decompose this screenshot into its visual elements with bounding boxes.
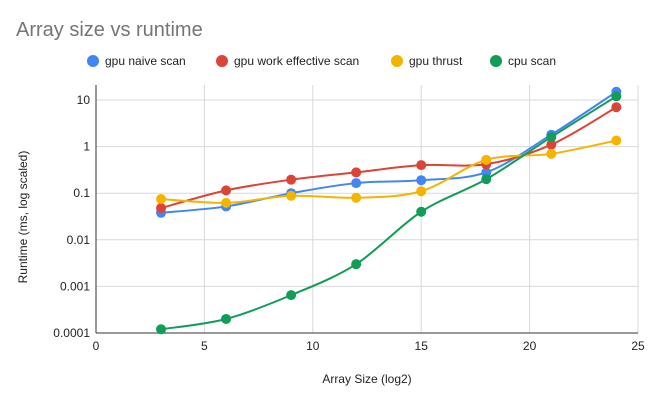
data-point-cpu-scan [156,324,167,335]
legend-marker [490,55,502,67]
data-point-gpu-thrust [286,190,297,201]
legend-label: gpu thrust [409,54,463,68]
legend-item-gpu-thrust: gpu thrust [391,54,463,68]
data-point-cpu-scan [481,174,492,185]
x-tick-label: 20 [523,339,537,353]
legend-marker [391,55,403,67]
legend-item-gpu-work-effective-scan: gpu work effective scan [216,54,359,68]
data-point-gpu-thrust [351,192,362,203]
legend-marker [216,55,228,67]
x-tick-label: 0 [93,339,100,353]
series-lines [156,86,622,335]
x-tick-label: 5 [201,339,208,353]
y-tick-label: 0.01 [67,233,91,247]
series-line-gpu-work-effective-scan [160,106,617,210]
chart-title: Array size vs runtime [16,19,203,41]
legend-label: gpu naive scan [105,54,186,68]
data-point-gpu-thrust [481,154,492,165]
x-tick-label: 25 [631,339,645,353]
data-point-gpu-work-effective-scan [156,203,167,214]
legend: gpu naive scan gpu work effective scan gpu… [87,54,556,68]
series-gpu-work-effective-scan [156,102,622,214]
data-point-gpu-work-effective-scan [611,102,622,113]
data-point-gpu-thrust [611,135,622,146]
legend-marker [87,55,99,67]
data-point-cpu-scan [611,91,622,102]
series-gpu-thrust [156,135,622,208]
data-point-gpu-naive-scan [351,178,362,189]
data-point-gpu-thrust [156,194,167,205]
axes: 0 5 10 15 20 25 0.0001 0.001 0.01 0.1 1 10 [53,85,645,353]
data-point-gpu-naive-scan [416,175,427,186]
data-point-cpu-scan [221,313,232,324]
data-point-cpu-scan [546,132,557,143]
data-point-cpu-scan [416,206,427,217]
legend-item-cpu-scan: cpu scan [490,54,556,68]
data-point-gpu-work-effective-scan [546,139,557,150]
gridlines [96,85,639,333]
x-tick-label: 10 [306,339,320,353]
series-line-cpu-scan [160,95,617,331]
legend-item-gpu-naive-scan: gpu naive scan [87,54,186,68]
data-point-gpu-work-effective-scan [416,160,427,171]
y-tick-label: 0.001 [60,279,90,293]
data-point-gpu-thrust [546,148,557,159]
legend-label: cpu scan [508,54,556,68]
y-tick-label: 1 [83,140,90,154]
data-point-cpu-scan [351,259,362,270]
series-line-gpu-naive-scan [160,90,617,214]
x-tick-label: 15 [415,339,429,353]
data-point-gpu-thrust [221,197,232,208]
data-point-gpu-work-effective-scan [351,167,362,178]
series-line-gpu-thrust [160,139,617,204]
data-point-gpu-work-effective-scan [286,174,297,185]
y-tick-label: 10 [77,93,91,107]
legend-label: gpu work effective scan [234,54,359,68]
y-tick-label: 0.0001 [53,326,90,340]
x-axis-label: Array Size (log2) [322,372,411,386]
series-cpu-scan [156,91,622,335]
data-point-gpu-work-effective-scan [221,185,232,196]
y-axis-label: Runtime (ms, log scaled) [16,151,30,284]
data-point-gpu-thrust [416,186,427,197]
data-point-cpu-scan [286,290,297,301]
y-tick-label: 0.1 [73,186,90,200]
